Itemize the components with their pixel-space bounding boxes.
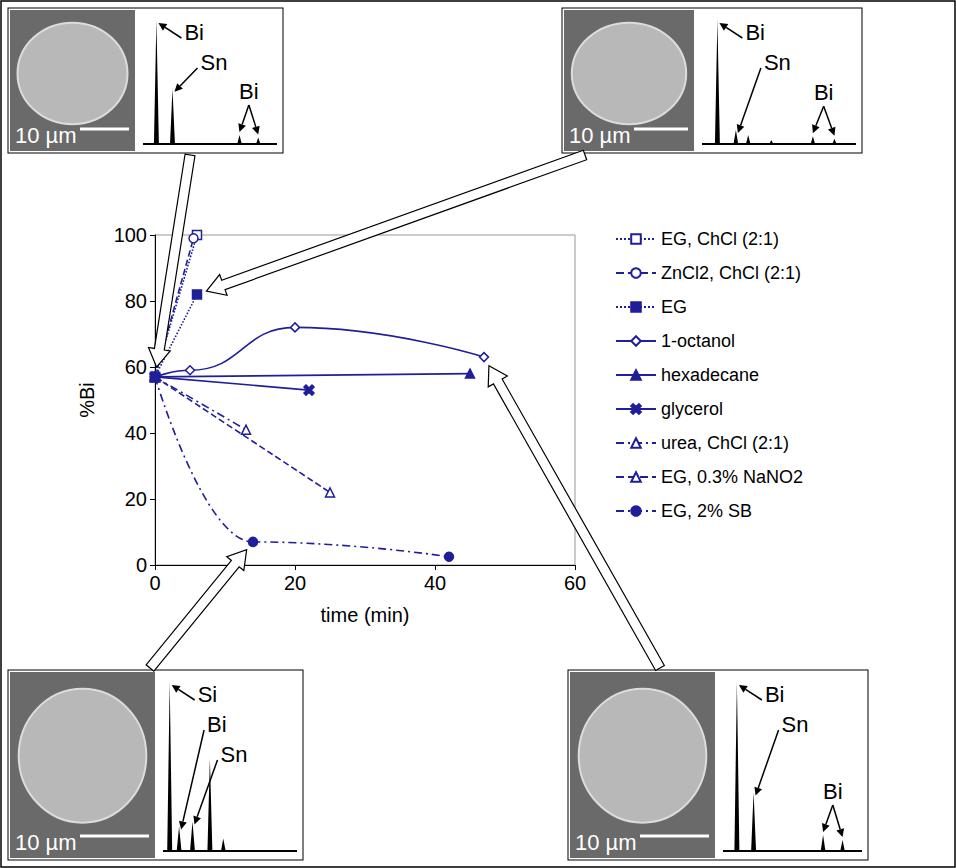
- svg-text:1-octanol: 1-octanol: [661, 331, 735, 351]
- svg-text:60: 60: [564, 572, 586, 594]
- svg-text:Bi: Bi: [745, 20, 765, 45]
- svg-text:Si: Si: [198, 682, 218, 707]
- svg-text:time (min): time (min): [321, 604, 410, 626]
- svg-text:Sn: Sn: [782, 712, 809, 737]
- svg-text:EG: EG: [661, 297, 687, 317]
- svg-text:Bi: Bi: [765, 682, 785, 707]
- svg-text:EG, 0.3% NaNO2: EG, 0.3% NaNO2: [661, 467, 803, 487]
- svg-text:Sn: Sn: [220, 742, 247, 767]
- svg-text:ZnCl2, ChCl (2:1): ZnCl2, ChCl (2:1): [661, 263, 801, 283]
- svg-text:Bi: Bi: [823, 779, 843, 804]
- svg-text:10 µm: 10 µm: [575, 830, 637, 855]
- svg-text:Bi: Bi: [239, 79, 259, 104]
- svg-text:EG, ChCl (2:1): EG, ChCl (2:1): [661, 229, 779, 249]
- svg-text:0: 0: [149, 572, 160, 594]
- svg-text:40: 40: [424, 572, 446, 594]
- svg-text:hexadecane: hexadecane: [661, 365, 759, 385]
- svg-text:Bi: Bi: [184, 20, 204, 45]
- svg-text:%Bi: %Bi: [76, 382, 98, 418]
- svg-text:10 µm: 10 µm: [569, 123, 631, 148]
- svg-text:80: 80: [125, 290, 147, 312]
- svg-text:10 µm: 10 µm: [15, 123, 77, 148]
- svg-text:Bi: Bi: [814, 80, 834, 105]
- svg-text:0: 0: [136, 554, 147, 576]
- svg-text:100: 100: [114, 224, 147, 246]
- svg-text:Sn: Sn: [200, 50, 227, 75]
- svg-text:20: 20: [125, 488, 147, 510]
- svg-text:EG, 2% SB: EG, 2% SB: [661, 501, 752, 521]
- svg-text:10 µm: 10 µm: [15, 830, 77, 855]
- svg-text:20: 20: [284, 572, 306, 594]
- svg-text:Sn: Sn: [764, 50, 791, 75]
- svg-text:urea, ChCl (2:1): urea, ChCl (2:1): [661, 433, 789, 453]
- svg-text:40: 40: [125, 422, 147, 444]
- svg-text:glycerol: glycerol: [661, 399, 723, 419]
- svg-text:Bi: Bi: [207, 712, 227, 737]
- svg-text:60: 60: [125, 356, 147, 378]
